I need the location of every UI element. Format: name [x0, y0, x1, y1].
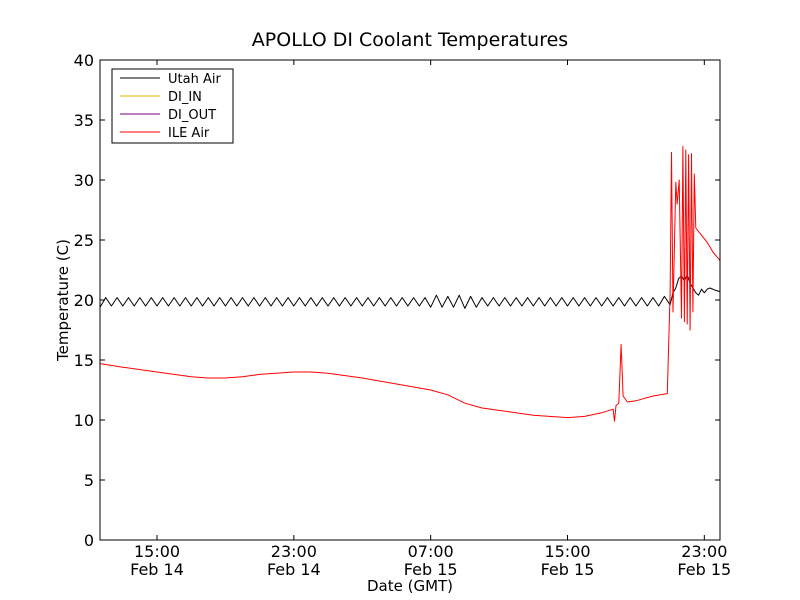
x-tick-time-label: 07:00 — [408, 542, 454, 561]
x-tick-time-label: 15:00 — [544, 542, 590, 561]
y-tick-label: 35 — [74, 111, 94, 130]
y-tick-label: 5 — [84, 471, 94, 490]
x-tick-date-label: Feb 15 — [677, 560, 731, 579]
series-line-ile-air — [99, 145, 721, 422]
legend-box — [111, 68, 234, 144]
y-tick-label: 15 — [74, 351, 94, 370]
y-tick-label: 10 — [74, 411, 94, 430]
x-tick-date-label: Feb 15 — [541, 560, 595, 579]
legend-label-utah-air: Utah Air — [168, 72, 221, 87]
y-axis-label: Temperature (C) — [54, 239, 72, 362]
x-tick-date-label: Feb 15 — [404, 560, 458, 579]
legend: Utah Air DI_IN DI_OUT ILE Air — [111, 68, 234, 144]
x-tick-time-label: 15:00 — [134, 542, 180, 561]
y-tick-label: 40 — [74, 51, 94, 70]
series-line-utah-air — [99, 274, 721, 309]
plot-area — [99, 145, 721, 422]
x-axis-label: Date (GMT) — [367, 577, 453, 595]
legend-label-ile-air: ILE Air — [168, 126, 210, 141]
y-tick-label: 25 — [74, 231, 94, 250]
x-tick-time-label: 23:00 — [271, 542, 317, 561]
y-axis: 0 5 10 15 20 25 30 35 40 — [74, 51, 720, 550]
x-tick-time-label: 23:00 — [681, 542, 727, 561]
legend-label-di-in: DI_IN — [168, 90, 202, 105]
x-tick-date-label: Feb 14 — [130, 560, 184, 579]
legend-label-di-out: DI_OUT — [168, 108, 216, 123]
chart-title: APOLLO DI Coolant Temperatures — [252, 29, 568, 51]
y-tick-label: 0 — [84, 531, 94, 550]
y-tick-label: 30 — [74, 171, 94, 190]
y-tick-label: 20 — [74, 291, 94, 310]
x-tick-date-label: Feb 14 — [267, 560, 321, 579]
